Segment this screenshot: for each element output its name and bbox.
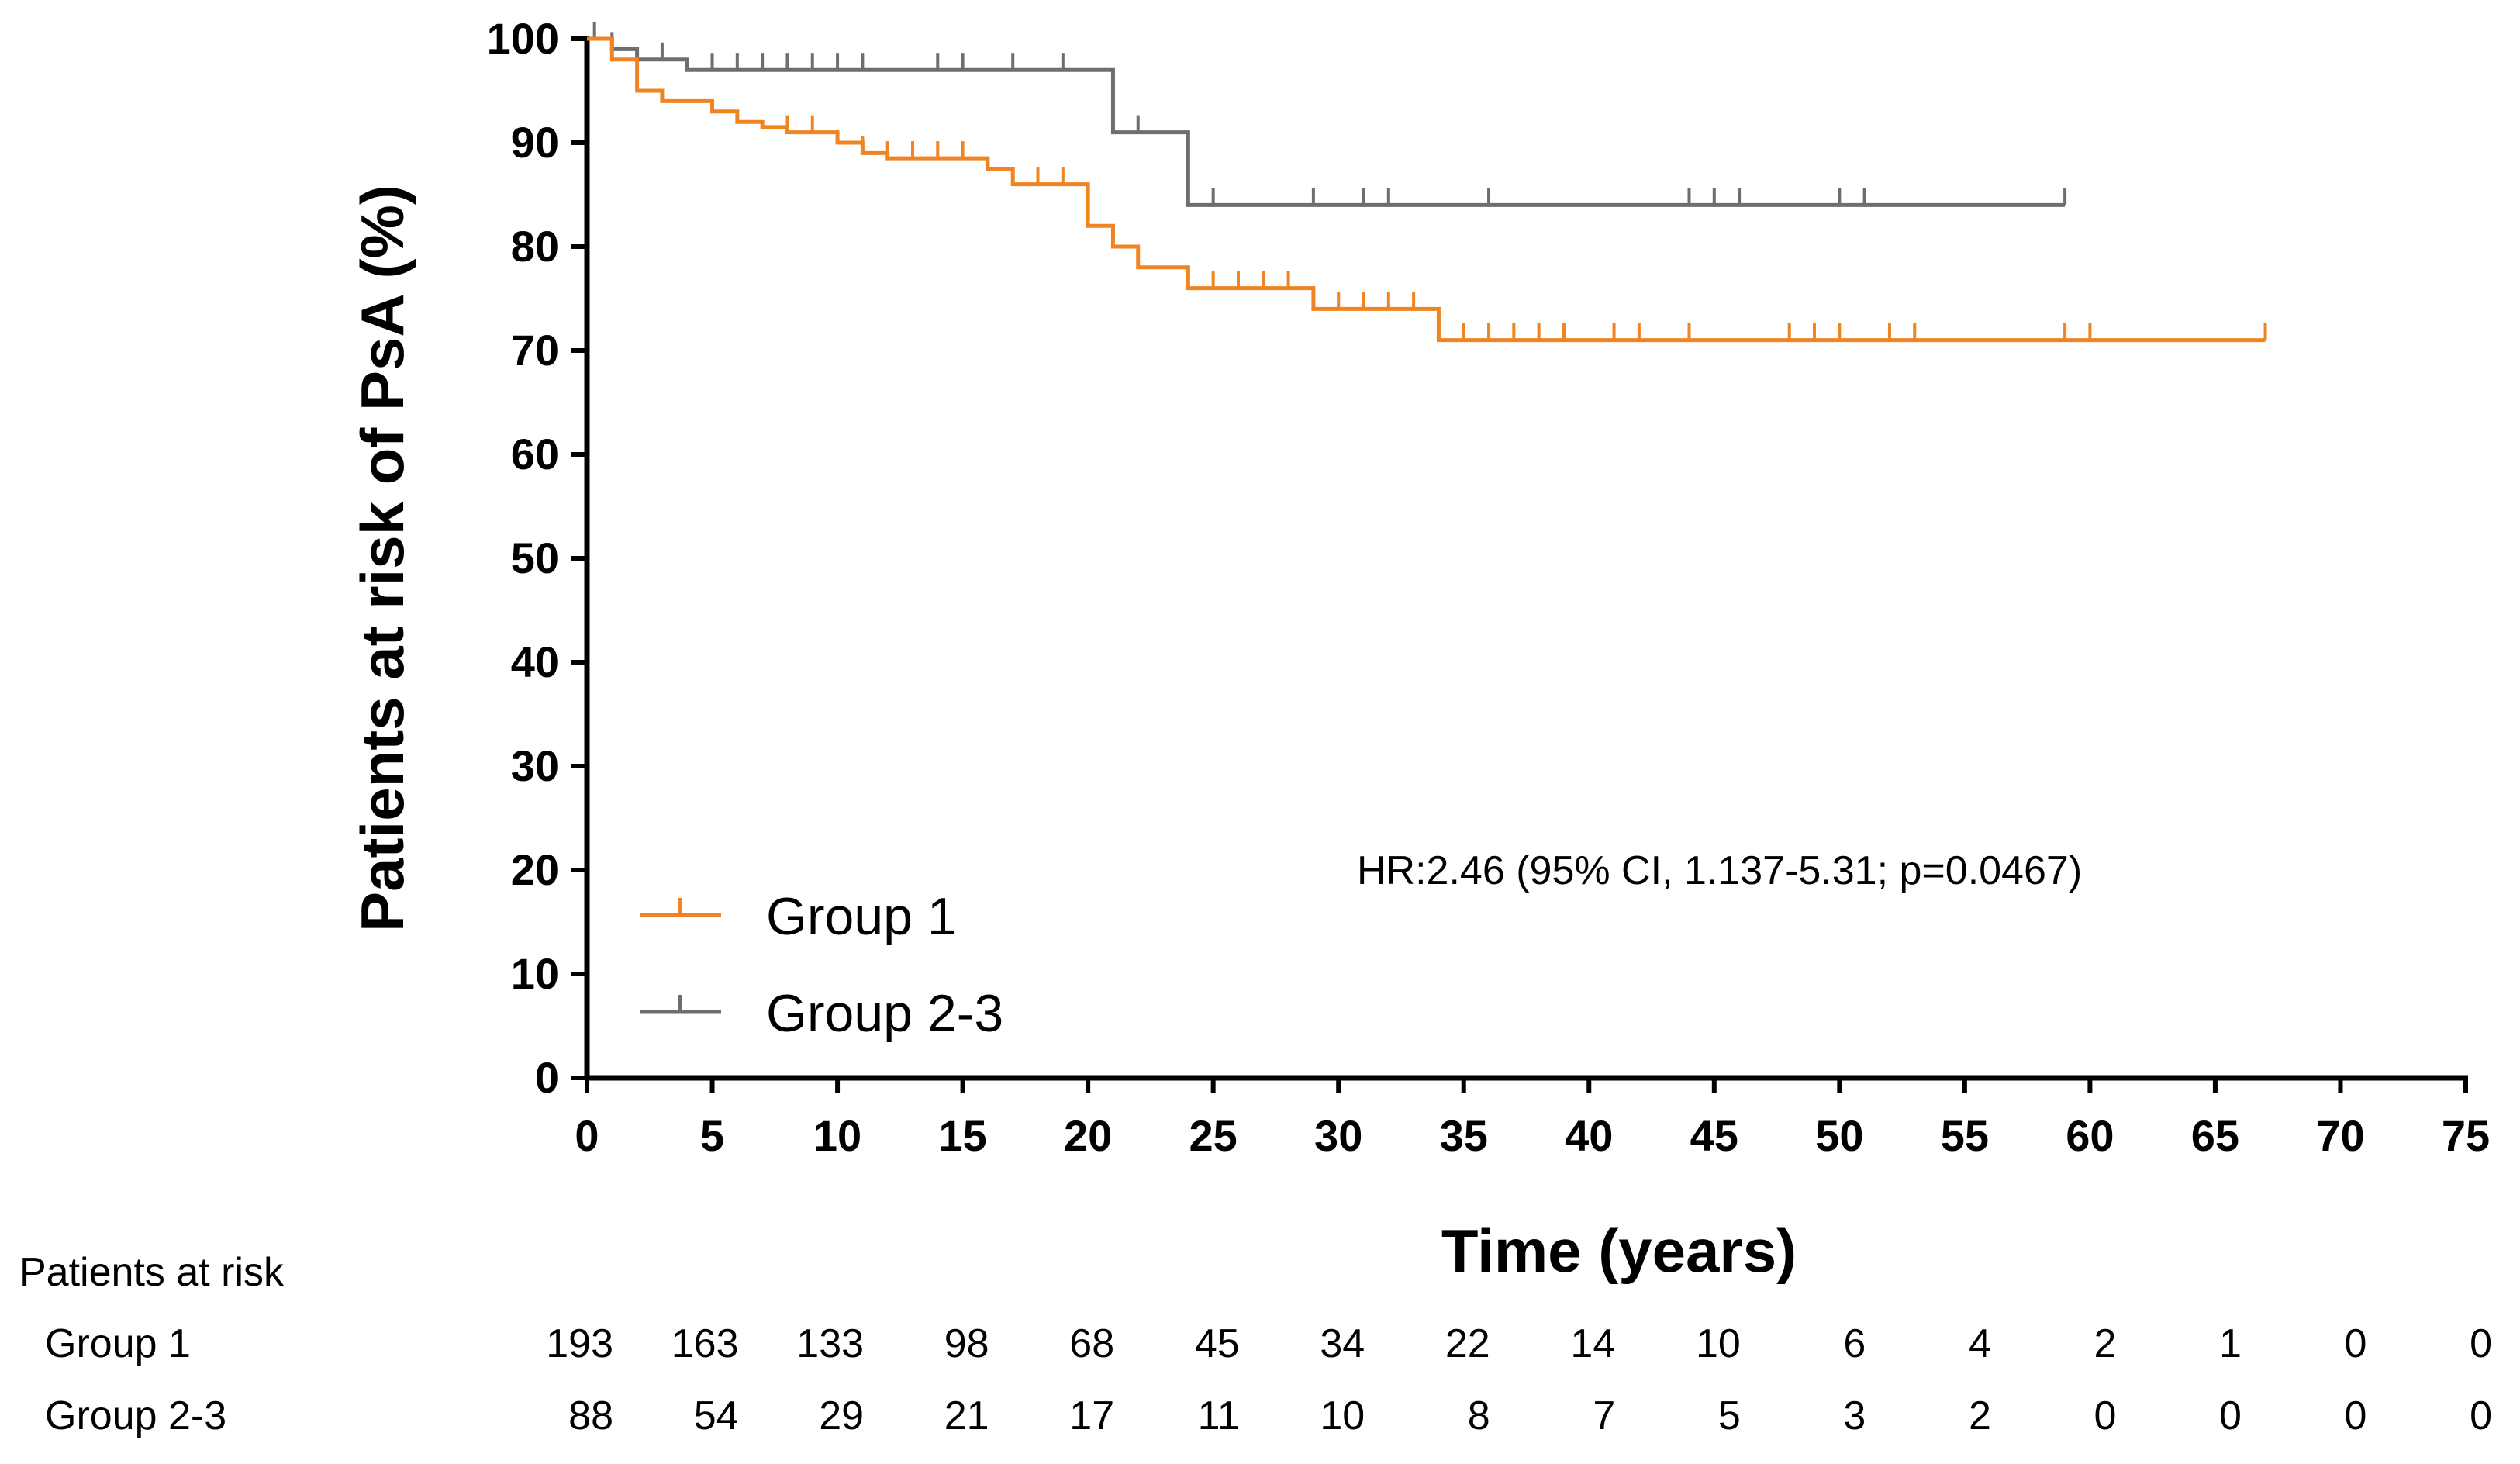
x-tick-label: 55 <box>1941 1111 1989 1160</box>
risk-value: 0 <box>2094 1393 2116 1438</box>
y-tick-label: 10 <box>511 949 559 998</box>
risk-table: Patients at risk Group 1 Group 2-3 193 16… <box>19 1250 2492 1438</box>
y-tick-label: 60 <box>511 430 559 478</box>
x-tick-label: 60 <box>2066 1111 2114 1160</box>
risk-value: 6 <box>1843 1321 1866 1366</box>
legend-item-group-1: Group 1 <box>640 887 957 946</box>
x-tick-label: 15 <box>938 1111 986 1160</box>
y-tick-label: 50 <box>511 533 559 582</box>
x-tick-label: 30 <box>1314 1111 1362 1160</box>
x-tick-label: 5 <box>700 1111 724 1160</box>
legend: Group 1 Group 2-3 <box>640 887 1003 1043</box>
x-tick-label: 20 <box>1064 1111 1112 1160</box>
risk-value: 133 <box>796 1321 864 1366</box>
risk-value: 0 <box>2345 1321 2367 1366</box>
risk-value: 10 <box>1320 1393 1365 1438</box>
risk-value: 3 <box>1843 1393 1866 1438</box>
risk-value: 88 <box>568 1393 613 1438</box>
risk-row-label-group-1: Group 1 <box>45 1321 191 1366</box>
legend-item-group-2-3: Group 2-3 <box>640 984 1003 1043</box>
risk-values: 193 163 133 98 68 45 34 22 14 10 6 4 2 1 0 088 54 29 21 17 1… <box>546 1321 2492 1438</box>
legend-label-group-1: Group 1 <box>766 887 957 946</box>
risk-value: 54 <box>694 1393 739 1438</box>
risk-table-title: Patients at risk <box>19 1250 285 1295</box>
y-tick-label: 100 <box>487 14 559 63</box>
risk-value: 2 <box>2094 1321 2116 1366</box>
risk-value: 14 <box>1570 1321 1615 1366</box>
risk-value: 163 <box>671 1321 739 1366</box>
x-axis-title: Time (years) <box>1441 1217 1797 1285</box>
risk-value: 45 <box>1195 1321 1240 1366</box>
risk-row-label-group-2-3: Group 2-3 <box>45 1393 226 1438</box>
risk-value: 17 <box>1069 1393 1114 1438</box>
risk-value: 22 <box>1445 1321 1490 1366</box>
y-tick-label: 0 <box>535 1053 559 1102</box>
risk-value: 0 <box>2470 1393 2492 1438</box>
risk-value: 21 <box>944 1393 989 1438</box>
x-tick-label: 65 <box>2191 1111 2239 1160</box>
risk-value: 0 <box>2470 1321 2492 1366</box>
risk-value: 0 <box>2345 1393 2367 1438</box>
y-axis-title: Patients at risk of PsA (%) <box>348 185 416 932</box>
risk-value: 7 <box>1593 1393 1615 1438</box>
x-tick-label: 45 <box>1690 1111 1738 1160</box>
risk-value: 193 <box>546 1321 613 1366</box>
y-tick-label: 70 <box>511 326 559 375</box>
risk-value: 1 <box>2219 1321 2242 1366</box>
x-tick-label: 35 <box>1440 1111 1488 1160</box>
y-tick-label: 40 <box>511 637 559 686</box>
km-curve-group-1 <box>587 36 2266 343</box>
risk-value: 29 <box>819 1393 864 1438</box>
risk-value: 4 <box>1969 1321 1991 1366</box>
x-tick-label: 25 <box>1189 1111 1238 1160</box>
risk-value: 10 <box>1696 1321 1741 1366</box>
x-tick-label: 0 <box>575 1111 599 1160</box>
series-layer <box>587 22 2267 343</box>
risk-value: 68 <box>1069 1321 1114 1366</box>
axes: 0 10 20 30 40 50 60 70 80 90 100 0 5 10 15 20 25 30 35 40 45… <box>487 14 2491 1160</box>
y-tick-label: 80 <box>511 222 559 271</box>
risk-value: 2 <box>1969 1393 1991 1438</box>
y-tick-label: 30 <box>511 741 559 790</box>
y-tick-label: 20 <box>511 845 559 894</box>
legend-label-group-2-3: Group 2-3 <box>766 984 1003 1043</box>
risk-value: 8 <box>1468 1393 1490 1438</box>
x-tick-label: 75 <box>2442 1111 2490 1160</box>
risk-value: 98 <box>944 1321 989 1366</box>
x-tick-label: 40 <box>1565 1111 1613 1160</box>
x-tick-label: 70 <box>2316 1111 2364 1160</box>
hazard-ratio-annotation: HR:2.46 (95% CI, 1.137-5.31; p=0.0467) <box>1357 848 2082 893</box>
y-tick-label: 90 <box>511 118 559 167</box>
risk-value: 11 <box>1198 1393 1240 1438</box>
x-tick-label: 50 <box>1815 1111 1863 1160</box>
km-curve-group-2-3 <box>587 36 2066 207</box>
x-tick-label: 10 <box>813 1111 861 1160</box>
risk-value: 34 <box>1320 1321 1365 1366</box>
risk-value: 0 <box>2219 1393 2242 1438</box>
risk-value: 5 <box>1718 1393 1741 1438</box>
